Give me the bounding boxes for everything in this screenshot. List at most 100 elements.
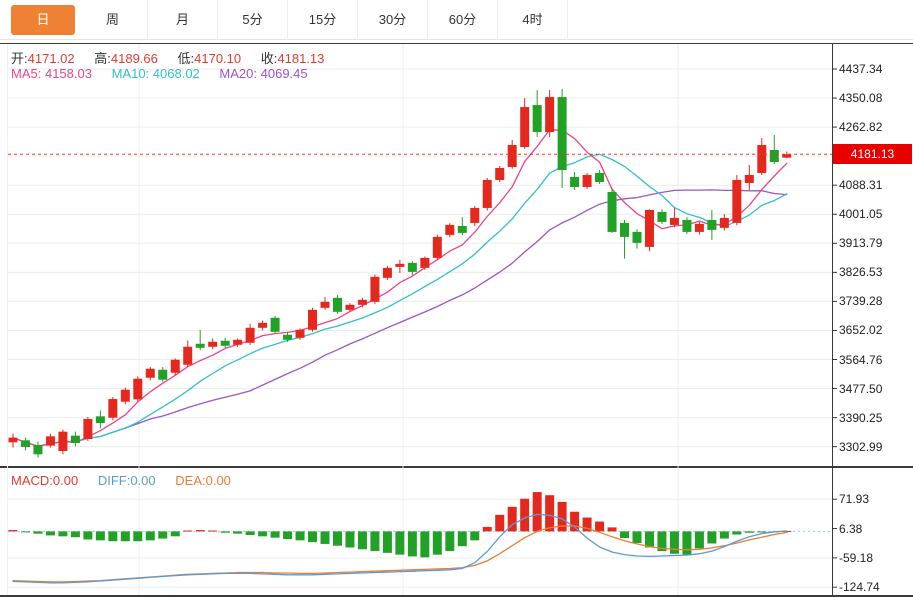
price-axis-tick: 3564.76 (839, 352, 883, 367)
macd-bar-negative (382, 531, 392, 553)
macd-bar-negative (370, 531, 380, 552)
candle-up (170, 359, 180, 373)
close-value: 4181.13 (277, 51, 325, 66)
candle-up (395, 263, 405, 267)
ma10-value: 4068.02 (152, 66, 200, 81)
panel-separator (0, 466, 913, 468)
macd-bar-negative (120, 531, 130, 542)
ma20-line (12, 189, 788, 447)
candle-up (482, 179, 492, 208)
macd-bar-positive (183, 530, 193, 532)
current-price-badge: 4181.13 (833, 144, 912, 165)
macd-bar-negative (95, 531, 105, 541)
macd-bar-negative (33, 531, 43, 534)
candle-up (545, 97, 555, 133)
macd-bar-negative (407, 531, 417, 557)
close-label: 收: (260, 51, 278, 66)
candle-down (769, 150, 779, 162)
price-axis-line (832, 43, 833, 597)
macd-bar-negative (20, 531, 30, 533)
macd-bar-negative (258, 531, 268, 537)
candle-up (145, 368, 155, 378)
candle-up (744, 174, 754, 183)
macd-bar-negative (83, 531, 93, 540)
candle-up (507, 145, 517, 167)
candle-up (83, 419, 93, 439)
candle-up (669, 217, 679, 225)
candle-up (495, 167, 505, 180)
macd-bar-negative (145, 531, 155, 541)
candle-up (420, 257, 430, 268)
ma5-value: 4158.03 (44, 66, 92, 81)
candle-up (108, 399, 118, 418)
candle-up (445, 224, 455, 235)
macd-bar-negative (70, 531, 80, 538)
candle-up (120, 389, 130, 402)
chart-top-border (0, 43, 913, 44)
macd-bar-negative (345, 531, 355, 548)
candle-down (33, 444, 43, 455)
macd-label: MACD: (11, 473, 53, 488)
macd-bar-negative (158, 531, 168, 539)
tab-period-2[interactable]: 月 (148, 0, 218, 40)
price-axis-tick: 3913.79 (839, 236, 883, 251)
tab-period-0[interactable]: 日 (11, 4, 75, 35)
price-axis-tick: 3302.99 (839, 439, 883, 454)
candle-down (20, 440, 30, 447)
tab-period-3[interactable]: 5分 (218, 0, 288, 40)
candle-up (208, 341, 218, 347)
candle-up (370, 276, 380, 302)
chart-left-border (7, 44, 8, 595)
tab-period-4[interactable]: 15分 (288, 0, 358, 40)
macd-bar-negative (308, 531, 318, 543)
candle-down (532, 105, 542, 133)
macd-bar-negative (233, 531, 243, 534)
macd-bar-positive (482, 526, 492, 532)
candle-up (183, 346, 193, 365)
macd-bar-positive (532, 492, 542, 532)
price-axis-tick: 4088.31 (839, 178, 883, 193)
candle-up (58, 431, 68, 451)
candle-down (607, 191, 617, 232)
candle-down (332, 297, 342, 312)
macd-axis-tick: -59.18 (839, 550, 874, 565)
candle-up (345, 304, 355, 310)
high-value: 4189.66 (110, 51, 158, 66)
candle-down (220, 340, 230, 346)
diff-line (12, 513, 788, 584)
candle-up (470, 207, 480, 223)
low-label: 低: (177, 51, 195, 66)
macd-bar-negative (744, 531, 754, 533)
candle-down (595, 172, 605, 182)
candle-up (644, 209, 654, 247)
candle-up (8, 437, 18, 443)
candle-up (732, 179, 742, 223)
candle-down (270, 317, 280, 332)
candle-down (457, 225, 467, 233)
candle-down (557, 97, 567, 170)
price-axis-tick: 4350.08 (839, 91, 883, 106)
macd-bar-negative (644, 531, 654, 548)
macd-bar-negative (295, 531, 305, 541)
high-label: 高: (94, 51, 111, 66)
macd-bar-negative (669, 531, 679, 554)
tab-period-7[interactable]: 4时 (498, 0, 568, 40)
price-axis-tick: 3826.53 (839, 265, 883, 280)
tab-period-5[interactable]: 30分 (358, 0, 428, 40)
macd-bar-negative (45, 531, 55, 536)
macd-bar-negative (357, 531, 367, 550)
macd-bar-negative (170, 531, 180, 537)
dea-value: 0.00 (205, 473, 231, 488)
macd-bar-negative (320, 531, 330, 544)
candle-up (295, 329, 305, 338)
macd-bar-negative (395, 531, 405, 555)
tab-period-6[interactable]: 60分 (428, 0, 498, 40)
macd-bar-positive (557, 501, 567, 532)
macd-bar-positive (495, 514, 505, 532)
macd-bar-negative (719, 531, 729, 539)
macd-axis-tick: 71.93 (839, 492, 870, 507)
low-value: 4170.10 (194, 51, 242, 66)
candle-up (357, 299, 367, 305)
tab-period-1[interactable]: 周 (78, 0, 148, 40)
